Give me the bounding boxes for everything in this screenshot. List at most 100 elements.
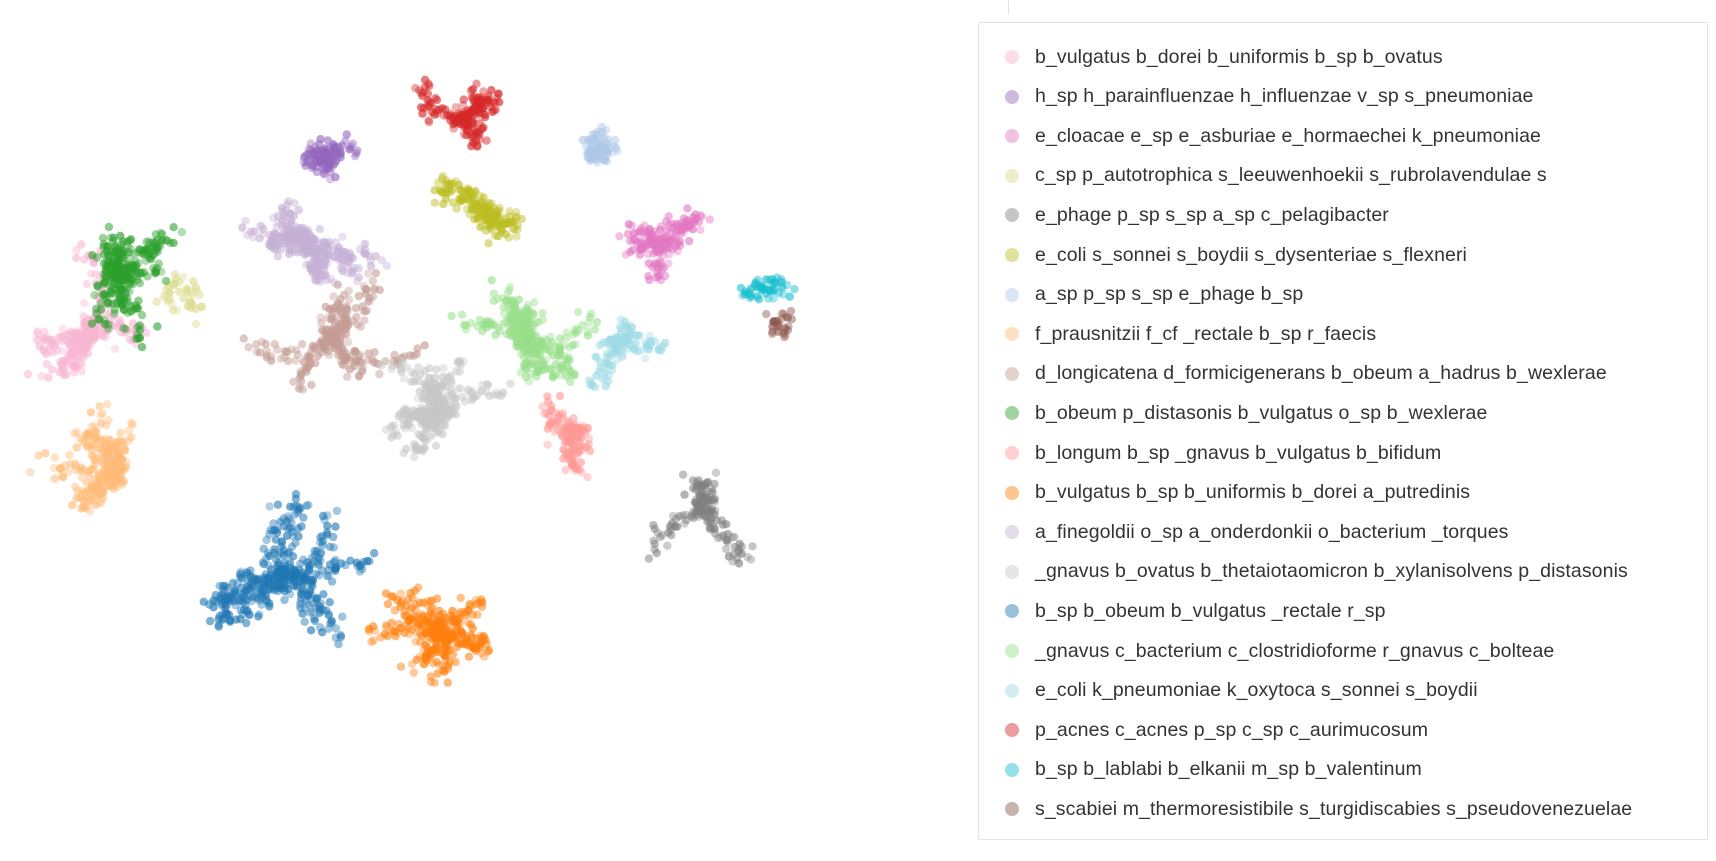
legend-item[interactable]: p_acnes c_acnes p_sp c_sp c_aurimucosum <box>979 712 1707 748</box>
point <box>244 570 253 579</box>
legend-item[interactable]: e_phage p_sp s_sp a_sp c_pelagibacter <box>979 197 1707 233</box>
legend-item[interactable]: c_sp p_autotrophica s_leeuwenhoekii s_ru… <box>979 158 1707 194</box>
series-15 <box>447 276 602 387</box>
point <box>435 395 444 405</box>
point <box>345 249 355 258</box>
point <box>108 299 117 308</box>
point <box>110 344 120 353</box>
point <box>101 421 111 430</box>
point <box>88 251 97 260</box>
series-18 <box>736 273 799 304</box>
point <box>312 593 321 603</box>
legend-item[interactable]: a_finegoldii o_sp a_onderdonkii o_bacter… <box>979 514 1707 550</box>
point <box>114 315 124 325</box>
point <box>134 296 143 305</box>
point <box>456 593 465 603</box>
point <box>311 551 320 560</box>
point <box>223 609 232 619</box>
point <box>298 385 307 394</box>
point <box>175 277 184 287</box>
point <box>402 409 411 418</box>
point <box>618 347 627 356</box>
point <box>505 282 515 292</box>
point <box>135 279 144 288</box>
point <box>300 153 309 162</box>
legend-item[interactable]: _gnavus c_bacterium c_clostridioforme r_… <box>979 633 1707 669</box>
legend-item[interactable]: h_sp h_parainfluenzae h_influenzae v_sp … <box>979 79 1707 115</box>
point <box>106 259 115 268</box>
legend-swatch <box>1005 604 1019 619</box>
series-2 <box>615 204 714 285</box>
point <box>284 197 293 206</box>
point <box>366 256 375 265</box>
point <box>332 506 342 516</box>
point <box>702 517 712 526</box>
legend-item[interactable]: e_coli k_pneumoniae k_oxytoca s_sonnei s… <box>979 673 1707 709</box>
legend-item[interactable]: e_cloacae e_sp e_asburiae e_hormaechei k… <box>979 118 1707 154</box>
legend-item[interactable]: f_prausnitzii f_cf _rectale b_sp r_faeci… <box>979 316 1707 352</box>
point <box>294 384 304 393</box>
point <box>436 628 445 638</box>
point <box>193 286 202 295</box>
legend-item[interactable]: a_sp p_sp s_sp e_phage b_sp <box>979 277 1707 313</box>
legend-item[interactable]: _gnavus b_ovatus b_thetaiotaomicron b_xy… <box>979 554 1707 590</box>
point <box>401 424 410 433</box>
point <box>448 179 458 188</box>
point <box>91 432 101 441</box>
point <box>588 144 597 154</box>
point <box>90 474 99 484</box>
point <box>283 356 293 366</box>
point <box>590 325 599 334</box>
point <box>96 436 105 445</box>
point <box>737 542 746 551</box>
point <box>583 473 592 482</box>
point <box>629 229 638 238</box>
point <box>541 355 550 364</box>
point <box>67 349 76 358</box>
point <box>596 139 605 148</box>
point <box>486 321 495 330</box>
point <box>558 364 567 373</box>
point <box>326 274 335 283</box>
point <box>665 522 675 531</box>
point <box>42 350 51 359</box>
point <box>120 269 130 279</box>
point <box>301 151 310 160</box>
legend-item[interactable]: e_coli s_sonnei s_boydii s_dysenteriae s… <box>979 237 1707 273</box>
legend-item[interactable]: b_longum b_sp _gnavus b_vulgatus b_bifid… <box>979 435 1707 471</box>
legend-label: f_prausnitzii f_cf _rectale b_sp r_faeci… <box>1035 322 1377 345</box>
legend-item[interactable]: d_longicatena d_formicigenerans b_obeum … <box>979 356 1707 392</box>
point <box>252 347 262 356</box>
point <box>122 293 131 303</box>
legend-item[interactable]: b_sp b_lablabi b_elkanii m_sp b_valentin… <box>979 752 1707 788</box>
point <box>551 408 561 417</box>
series-19 <box>762 306 796 342</box>
point <box>521 372 531 382</box>
point <box>555 391 565 401</box>
point <box>48 339 57 348</box>
point <box>321 302 330 312</box>
legend-item[interactable]: b_sp b_obeum b_vulgatus _rectale r_sp <box>979 593 1707 629</box>
point <box>256 221 265 231</box>
legend-label: c_sp p_autotrophica s_leeuwenhoekii s_ru… <box>1035 164 1547 187</box>
legend-swatch <box>1005 525 1019 540</box>
point <box>483 206 492 216</box>
point <box>163 236 172 245</box>
point <box>265 502 274 511</box>
point <box>512 213 521 222</box>
legend-item[interactable]: b_vulgatus b_dorei b_uniformis b_sp b_ov… <box>979 39 1707 75</box>
point <box>70 429 79 438</box>
point <box>615 232 624 241</box>
point <box>495 98 504 107</box>
legend-item[interactable]: s_scabiei m_thermoresistibile s_turgidis… <box>979 791 1707 827</box>
point <box>109 457 118 466</box>
legend-item[interactable]: b_vulgatus b_sp b_uniformis b_dorei a_pu… <box>979 475 1707 511</box>
point <box>149 242 158 251</box>
legend-item[interactable]: b_obeum p_distasonis b_vulgatus o_sp b_w… <box>979 395 1707 431</box>
point <box>304 500 313 510</box>
point <box>754 295 764 304</box>
point <box>87 269 96 278</box>
point <box>351 348 360 357</box>
point <box>100 278 109 288</box>
point <box>431 441 441 450</box>
